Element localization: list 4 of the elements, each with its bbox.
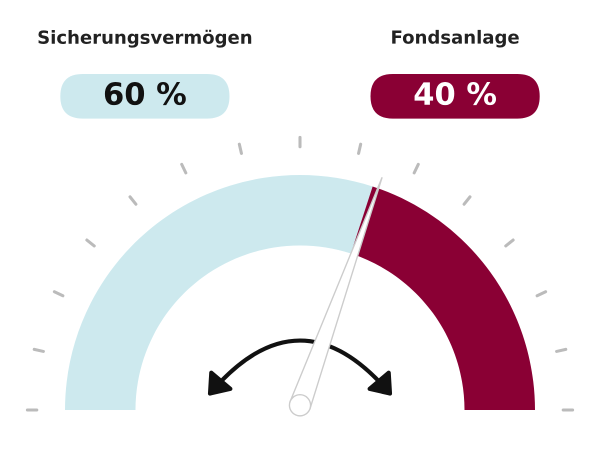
data-label: 40 % xyxy=(414,82,496,106)
slice-label: Fondsanlage xyxy=(392,30,519,48)
data-label: 60 % xyxy=(104,82,186,106)
slice-label: Sicherungsvermögen xyxy=(38,30,252,48)
